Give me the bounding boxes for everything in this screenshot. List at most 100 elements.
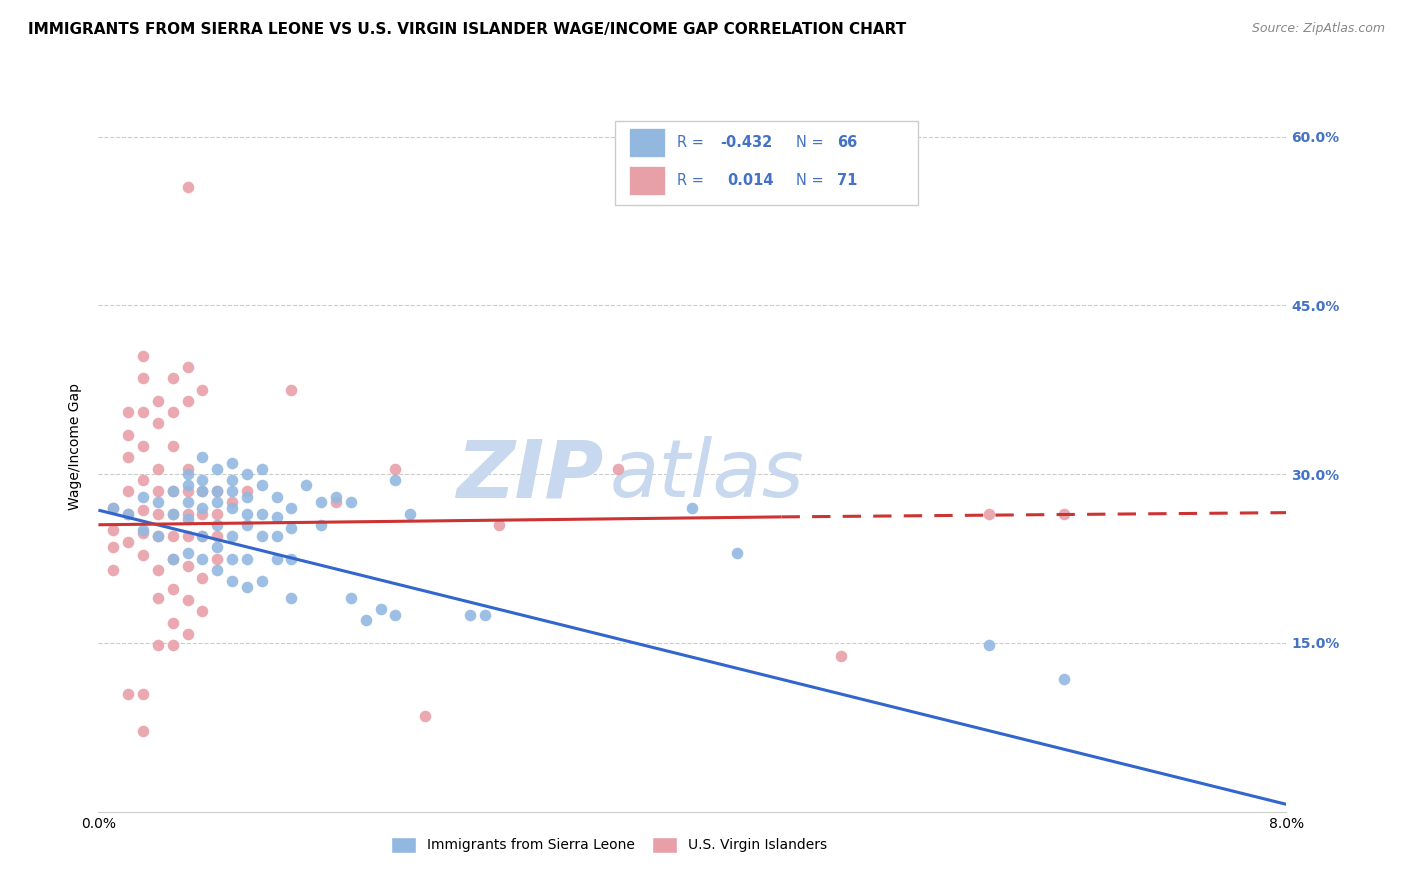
Point bbox=[176, 495, 198, 509]
Point bbox=[176, 627, 198, 641]
Point bbox=[413, 709, 436, 723]
Point bbox=[207, 563, 229, 577]
Point bbox=[191, 529, 214, 543]
Point bbox=[162, 371, 184, 385]
Point bbox=[221, 574, 243, 588]
Point bbox=[132, 405, 155, 419]
Point bbox=[979, 638, 1001, 652]
Point bbox=[207, 529, 229, 543]
Point bbox=[132, 548, 155, 562]
Point bbox=[191, 571, 214, 585]
Text: R =: R = bbox=[678, 135, 709, 150]
Point bbox=[207, 517, 229, 532]
Point bbox=[117, 507, 139, 521]
Point bbox=[146, 529, 169, 543]
Point bbox=[191, 483, 214, 498]
Point bbox=[176, 512, 198, 526]
Point bbox=[132, 525, 155, 540]
Point bbox=[207, 551, 229, 566]
Point bbox=[607, 461, 630, 475]
Point bbox=[458, 607, 481, 622]
Point bbox=[146, 563, 169, 577]
Point bbox=[132, 473, 155, 487]
Point bbox=[146, 591, 169, 605]
Point bbox=[146, 483, 169, 498]
Point bbox=[236, 580, 259, 594]
Point bbox=[162, 507, 184, 521]
Point bbox=[191, 529, 214, 543]
Point bbox=[221, 551, 243, 566]
Point bbox=[162, 615, 184, 630]
Point bbox=[384, 461, 406, 475]
Point bbox=[207, 507, 229, 521]
Text: N =: N = bbox=[796, 135, 828, 150]
Point bbox=[191, 551, 214, 566]
Point bbox=[340, 495, 363, 509]
Point bbox=[221, 500, 243, 515]
Point bbox=[162, 483, 184, 498]
Point bbox=[309, 517, 332, 532]
Point bbox=[295, 478, 318, 492]
Text: ZIP: ZIP bbox=[456, 436, 603, 515]
Point bbox=[474, 607, 496, 622]
Point bbox=[207, 483, 229, 498]
Point bbox=[162, 638, 184, 652]
Y-axis label: Wage/Income Gap: Wage/Income Gap bbox=[69, 383, 83, 509]
Point bbox=[132, 503, 155, 517]
Point bbox=[176, 507, 198, 521]
Point bbox=[103, 563, 125, 577]
Point bbox=[132, 439, 155, 453]
Text: atlas: atlas bbox=[609, 436, 804, 515]
Bar bbox=[630, 128, 665, 157]
Point bbox=[725, 546, 748, 560]
Point bbox=[325, 490, 347, 504]
Point bbox=[207, 541, 229, 555]
Point bbox=[340, 591, 363, 605]
Point bbox=[1053, 507, 1076, 521]
Point bbox=[221, 456, 243, 470]
Point bbox=[979, 507, 1001, 521]
Text: R =: R = bbox=[678, 173, 713, 188]
Point bbox=[117, 483, 139, 498]
Point bbox=[132, 687, 155, 701]
Point bbox=[207, 483, 229, 498]
Point bbox=[280, 591, 302, 605]
Point bbox=[681, 500, 703, 515]
Point bbox=[162, 551, 184, 566]
Point bbox=[221, 473, 243, 487]
Point bbox=[221, 495, 243, 509]
Point bbox=[176, 559, 198, 574]
Point bbox=[176, 546, 198, 560]
Point bbox=[830, 649, 852, 664]
Point bbox=[103, 500, 125, 515]
Point bbox=[236, 517, 259, 532]
Point bbox=[176, 529, 198, 543]
Point bbox=[280, 551, 302, 566]
Point bbox=[1053, 672, 1076, 686]
Point bbox=[146, 394, 169, 409]
Text: 0.014: 0.014 bbox=[727, 173, 773, 188]
Point bbox=[103, 500, 125, 515]
Point bbox=[191, 450, 214, 465]
Point bbox=[384, 607, 406, 622]
Point bbox=[191, 473, 214, 487]
Point bbox=[146, 507, 169, 521]
Bar bbox=[630, 166, 665, 195]
Point bbox=[162, 405, 184, 419]
Point bbox=[280, 521, 302, 535]
Point bbox=[132, 524, 155, 538]
Point bbox=[488, 517, 510, 532]
Point bbox=[191, 383, 214, 397]
Point bbox=[162, 439, 184, 453]
Point bbox=[162, 582, 184, 596]
Point bbox=[132, 349, 155, 363]
Point bbox=[103, 524, 125, 538]
Point bbox=[117, 427, 139, 442]
Point bbox=[399, 507, 422, 521]
Point bbox=[132, 490, 155, 504]
Text: Source: ZipAtlas.com: Source: ZipAtlas.com bbox=[1251, 22, 1385, 36]
Point bbox=[191, 483, 214, 498]
Point bbox=[266, 529, 288, 543]
Point bbox=[280, 383, 302, 397]
Point bbox=[162, 551, 184, 566]
